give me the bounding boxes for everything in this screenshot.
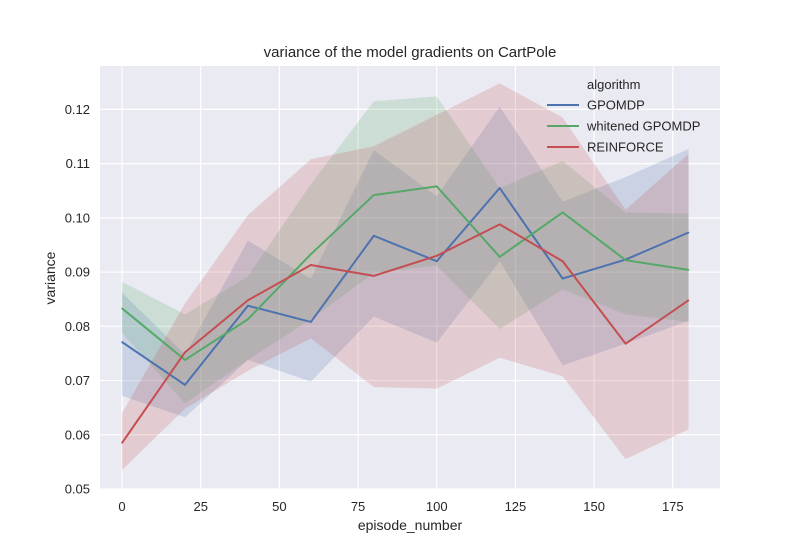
data-point [373,234,375,237]
data-point [121,341,123,343]
data-point [435,255,438,257]
data-point [373,275,375,277]
data-point [184,359,186,361]
series-line-1 [121,185,689,361]
x-tick-label: 0 [118,499,125,514]
x-tick-label: 100 [426,499,448,514]
confidence-bands [122,83,689,471]
data-point [498,223,501,226]
chart-title: variance of the model gradients on CartP… [264,44,557,61]
legend: algorithm GPOMDP whitened GPOMDP REINFORCE [547,77,700,155]
x-tick-label: 75 [351,499,365,514]
data-point [184,384,186,386]
data-point [121,307,123,310]
gridlines [100,66,720,490]
data-point [687,299,690,302]
data-point [561,211,564,214]
x-tick-label: 25 [193,499,207,514]
plot-area [100,66,720,489]
y-axis-label: variance [42,251,58,304]
legend-title: algorithm [587,77,640,92]
y-tick-label: 0.05 [65,482,90,497]
data-point [624,342,627,345]
data-point [687,269,690,271]
x-tick-label: 150 [583,499,605,514]
confidence-band-2 [122,83,689,471]
data-point [121,442,123,444]
data-point [184,351,186,354]
y-tick-label: 0.09 [65,265,90,280]
data-point [561,260,564,263]
x-tick-label: 125 [505,499,527,514]
data-point [310,321,312,323]
legend-label: whitened GPOMDP [586,119,700,134]
confidence-band-1 [122,96,689,404]
data-point [373,194,375,196]
data-point [687,231,690,234]
data-point [310,264,312,266]
data-point [498,256,501,258]
series-line-2 [121,223,690,444]
y-tick-label: 0.11 [66,156,90,171]
data-point [247,304,249,307]
data-point [498,187,501,189]
x-tick-label: 175 [662,499,684,514]
y-axis-ticks: 0.05 0.06 0.07 0.08 0.09 0.10 0.11 0.12 [65,102,90,497]
data-point [247,318,249,321]
series-lines [121,185,690,444]
y-tick-label: 0.12 [65,102,90,117]
data-point [561,277,564,280]
x-tick-label: 50 [272,499,286,514]
x-axis-ticks: 0 25 50 75 100 125 150 175 [118,499,683,514]
data-point [435,260,438,263]
legend-label: GPOMDP [587,98,645,113]
y-tick-label: 0.10 [65,210,90,225]
y-tick-label: 0.06 [65,427,90,442]
legend-label: REINFORCE [587,140,664,155]
series-line-0 [121,187,689,386]
data-point [310,253,312,255]
data-point [624,259,627,261]
data-point [247,299,249,302]
x-axis-label: episode_number [358,517,463,533]
confidence-band-0 [122,106,689,418]
y-tick-label: 0.07 [65,373,90,388]
y-tick-label: 0.08 [65,319,90,334]
data-point [435,185,438,188]
